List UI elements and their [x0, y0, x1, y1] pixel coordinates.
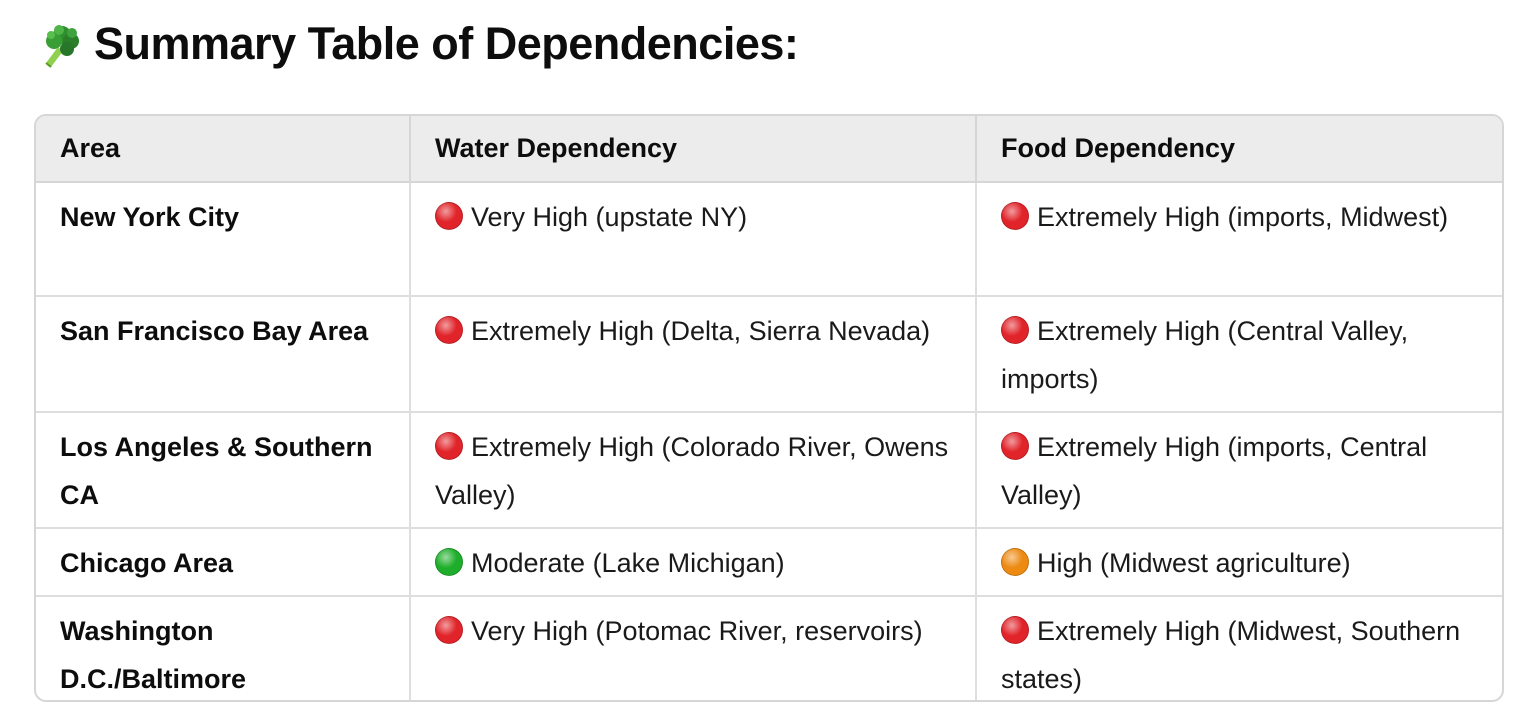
page-title: Summary Table of Dependencies: — [34, 16, 799, 72]
table-row: Chicago Area Moderate (Lake Michigan) Hi… — [36, 528, 1502, 597]
table-header-row: Area Water Dependency Food Dependency — [36, 116, 1502, 183]
header-area: Area — [36, 116, 411, 183]
food-cell: Extremely High (Midwest, Southern states… — [976, 596, 1502, 700]
food-text: Extremely High (Midwest, Southern states… — [1001, 616, 1461, 694]
red-circle-icon — [1001, 202, 1029, 230]
food-cell: Extremely High (imports, Midwest) — [976, 182, 1502, 297]
food-text: Extremely High (imports, Central Valley) — [1001, 432, 1428, 510]
header-water-dependency: Water Dependency — [410, 116, 977, 183]
water-text: Extremely High (Delta, Sierra Nevada) — [471, 316, 931, 346]
green-circle-icon — [435, 548, 463, 576]
red-circle-icon — [1001, 616, 1029, 644]
red-circle-icon — [1001, 316, 1029, 344]
page-title-text: Summary Table of Dependencies: — [94, 18, 799, 69]
red-circle-icon — [435, 202, 463, 230]
water-cell: Moderate (Lake Michigan) — [410, 528, 977, 597]
area-cell: San Francisco Bay Area — [36, 296, 411, 413]
food-cell: High (Midwest agriculture) — [976, 528, 1502, 597]
water-text: Moderate (Lake Michigan) — [471, 548, 785, 578]
water-cell: Extremely High (Delta, Sierra Nevada) — [410, 296, 977, 413]
water-cell: Extremely High (Colorado River, Owens Va… — [410, 412, 977, 529]
broccoli-icon — [45, 25, 79, 68]
table-row: New York City Very High (upstate NY) Ext… — [36, 182, 1502, 297]
food-text: High (Midwest agriculture) — [1037, 548, 1351, 578]
header-food-dependency: Food Dependency — [976, 116, 1502, 183]
table-row: Washington D.C./Baltimore Very High (Pot… — [36, 596, 1502, 700]
table-row: Los Angeles & Southern CA Extremely High… — [36, 412, 1502, 529]
red-circle-icon — [1001, 432, 1029, 460]
area-cell: Chicago Area — [36, 528, 411, 597]
area-cell: New York City — [36, 182, 411, 297]
area-cell: Washington D.C./Baltimore — [36, 596, 411, 700]
food-text: Extremely High (Central Valley, imports) — [1001, 316, 1409, 394]
water-cell: Very High (Potomac River, reservoirs) — [410, 596, 977, 700]
area-cell: Los Angeles & Southern CA — [36, 412, 411, 529]
water-cell: Very High (upstate NY) — [410, 182, 977, 297]
food-text: Extremely High (imports, Midwest) — [1037, 202, 1449, 232]
water-text: Very High (upstate NY) — [471, 202, 748, 232]
food-cell: Extremely High (Central Valley, imports) — [976, 296, 1502, 413]
table-row: San Francisco Bay Area Extremely High (D… — [36, 296, 1502, 413]
red-circle-icon — [435, 316, 463, 344]
orange-circle-icon — [1001, 548, 1029, 576]
food-cell: Extremely High (imports, Central Valley) — [976, 412, 1502, 529]
dependency-table: Area Water Dependency Food Dependency Ne… — [34, 114, 1504, 702]
red-circle-icon — [435, 616, 463, 644]
red-circle-icon — [435, 432, 463, 460]
water-text: Very High (Potomac River, reservoirs) — [471, 616, 923, 646]
water-text: Extremely High (Colorado River, Owens Va… — [435, 432, 949, 510]
